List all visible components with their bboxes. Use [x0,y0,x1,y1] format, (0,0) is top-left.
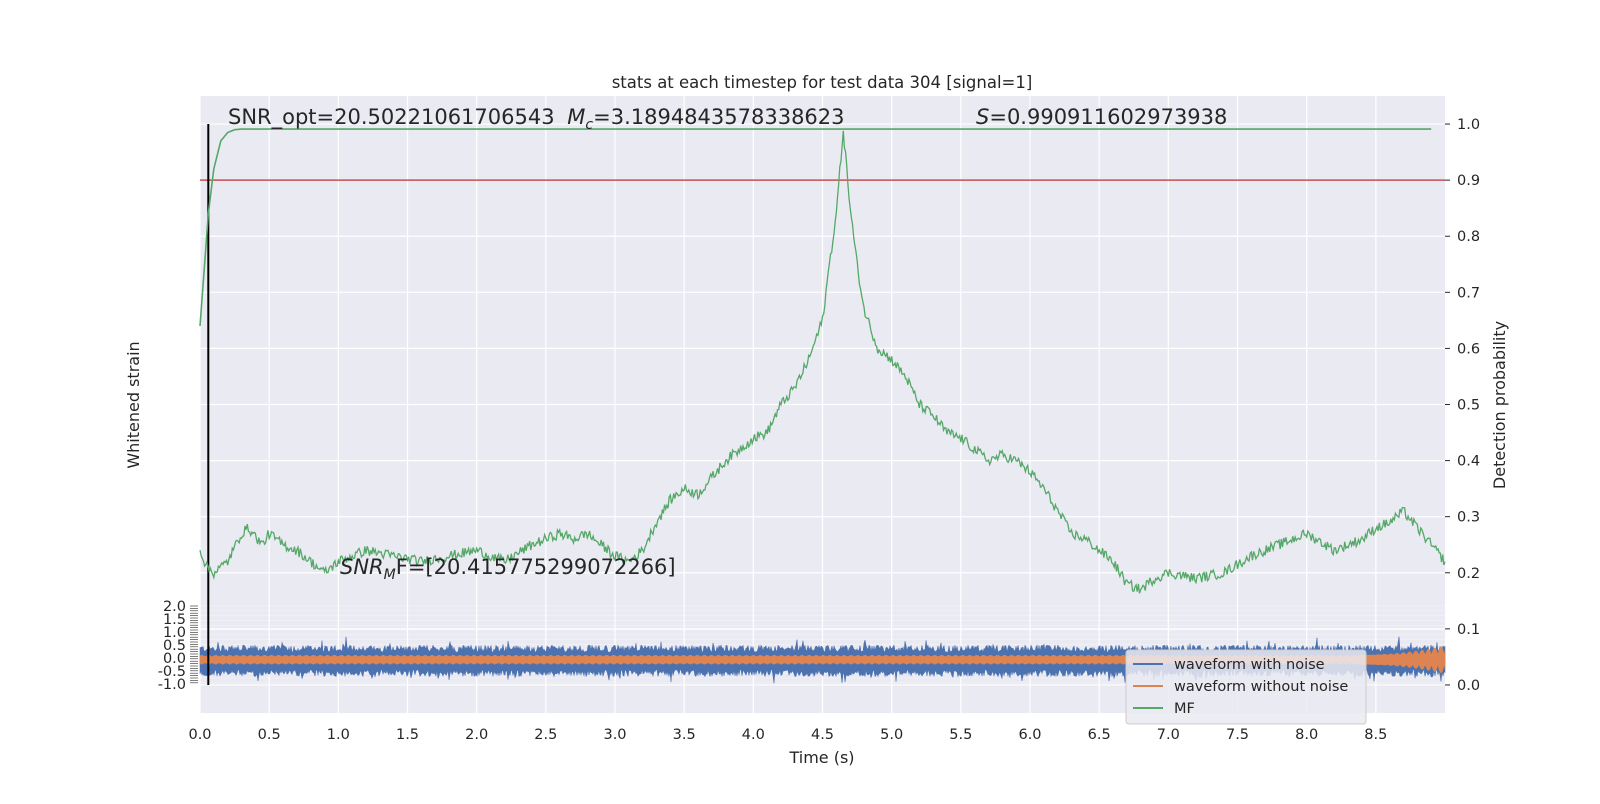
snr-opt-text: SNR_opt=20.50221061706543 [228,105,555,130]
y-tick-label-left: -1.0 [158,677,186,693]
mc-symbol: M [567,105,585,129]
y-tick-label-right: 0.6 [1457,341,1480,357]
y-tick-label-right: 0.5 [1457,398,1480,414]
x-tick-label: 4.0 [742,727,765,743]
y-tick-label-left: 0.5 [163,638,186,654]
y-tick-label-left: 0.0 [163,651,186,667]
chart-title: stats at each timestep for test data 304… [612,73,1033,92]
y-tick-label-left: 1.5 [163,612,186,628]
y-tick-label-right: 0.1 [1457,622,1480,638]
x-tick-label: 2.5 [534,727,557,743]
series-waveform-without-noise [199,646,1446,674]
x-tick-label: 6.0 [1018,727,1041,743]
x-tick-label: 1.5 [396,727,419,743]
x-tick-label: 6.5 [1088,727,1111,743]
y-axis-label-left: Whitened strain [124,341,143,468]
x-tick-label: 5.0 [880,727,903,743]
series-mf-trace [199,130,1446,594]
x-tick-label: 4.5 [811,727,834,743]
x-axis-label: Time (s) [788,748,854,767]
x-tick-label: 2.0 [465,727,488,743]
x-tick-label: 8.5 [1364,727,1387,743]
s-symbol: S [976,105,989,129]
snr-mf-subscript: M [384,567,396,583]
annotation-snr-mf: SNRMF=[20.415775299072266] [340,555,676,583]
legend-box [1125,649,1367,725]
x-tick-label: 7.5 [1226,727,1249,743]
y-tick-label-left: -0.5 [158,664,186,680]
legend: waveform with noise waveform without noi… [1125,649,1367,725]
s-value: =0.990911602973938 [989,105,1227,129]
grid-layer [199,96,1445,713]
mc-value: =3.1894843578338623 [593,105,844,129]
legend-label-mf: MF [1174,701,1195,717]
x-tick-label: 3.0 [603,727,626,743]
x-tick-label: 3.5 [673,727,696,743]
annotation-snr-opt: SNR_opt=20.50221061706543 Mc=3.189484357… [228,105,845,133]
y-tick-label-right: 0.7 [1457,285,1480,301]
y-tick-label-right: 1.0 [1457,117,1480,133]
series-mf-curve [199,128,1432,327]
y-tick-label-left: 2.0 [163,599,186,615]
mc-subscript: c [585,117,593,133]
snr-mf-symbol: SNR [340,555,384,579]
y-tick-label-right: 0.2 [1457,566,1480,582]
y-tick-label-right: 0.0 [1457,678,1480,694]
tick-layer: 0.0 0.5 1.0 1.5 2.0 2.5 3.0 3.5 4.0 4.5 5.0 5.5 6.0 6… [158,117,1480,743]
y-tick-label-right: 0.9 [1457,173,1480,189]
legend-label-clean: waveform without noise [1174,679,1348,695]
y-tick-label-right: 0.8 [1457,229,1480,245]
y-axis-label-right: Detection probability [1490,321,1509,489]
x-tick-label: 0.0 [188,727,211,743]
x-tick-label: 0.5 [258,727,281,743]
annotation-s: S=0.990911602973938 [976,105,1227,129]
x-tick-label: 7.0 [1157,727,1180,743]
legend-label-noise: waveform with noise [1174,657,1325,673]
y-tick-label-left: 1.0 [163,625,186,641]
y-tick-label-right: 0.4 [1457,454,1480,470]
snr-mf-value: F=[20.415775299072266] [396,555,676,579]
y-tick-label-right: 0.3 [1457,510,1480,526]
x-tick-label: 5.5 [949,727,972,743]
x-tick-label: 8.0 [1295,727,1318,743]
x-tick-label: 1.0 [327,727,350,743]
